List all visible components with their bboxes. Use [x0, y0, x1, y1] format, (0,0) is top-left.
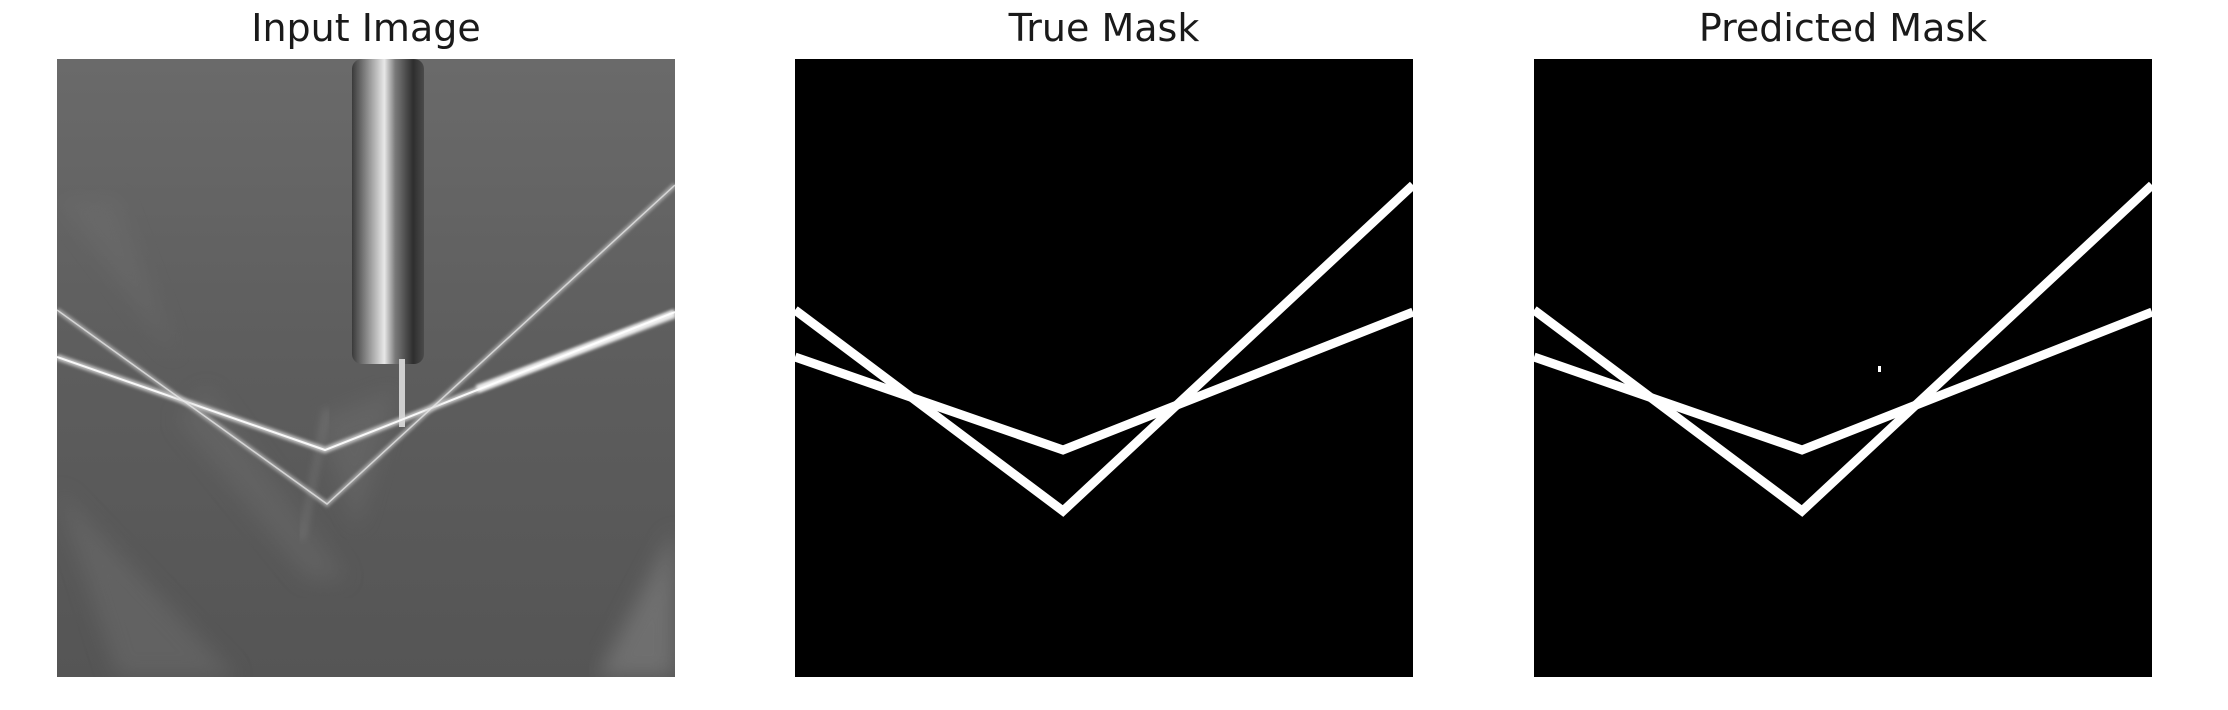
panel-title-input-image: Input Image	[251, 6, 481, 50]
panel-true-mask: True Mask	[795, 0, 1413, 710]
true-mask-background	[795, 59, 1413, 677]
true-mask-line-upper	[795, 307, 1413, 455]
predicted-mask-graphic	[1534, 59, 2152, 677]
true-mask-graphic	[795, 59, 1413, 677]
true-mask-image	[795, 59, 1413, 677]
probe-rod	[352, 59, 424, 364]
panel-title-true-mask: True Mask	[1008, 6, 1200, 50]
input-image-graphic	[57, 59, 675, 677]
predicted-mask-speck	[1878, 366, 1881, 372]
probe-tip	[399, 359, 405, 427]
predicted-mask-line-upper	[1534, 307, 2152, 455]
predicted-mask-line-lower	[1534, 181, 2152, 517]
input-image	[57, 59, 675, 677]
true-mask-line-lower	[795, 181, 1413, 517]
panel-predicted-mask: Predicted Mask	[1534, 0, 2152, 710]
predicted-mask-background	[1534, 59, 2152, 677]
panel-input-image: Input Image	[57, 0, 675, 710]
predicted-mask-image	[1534, 59, 2152, 677]
panel-title-predicted-mask: Predicted Mask	[1698, 6, 1988, 50]
